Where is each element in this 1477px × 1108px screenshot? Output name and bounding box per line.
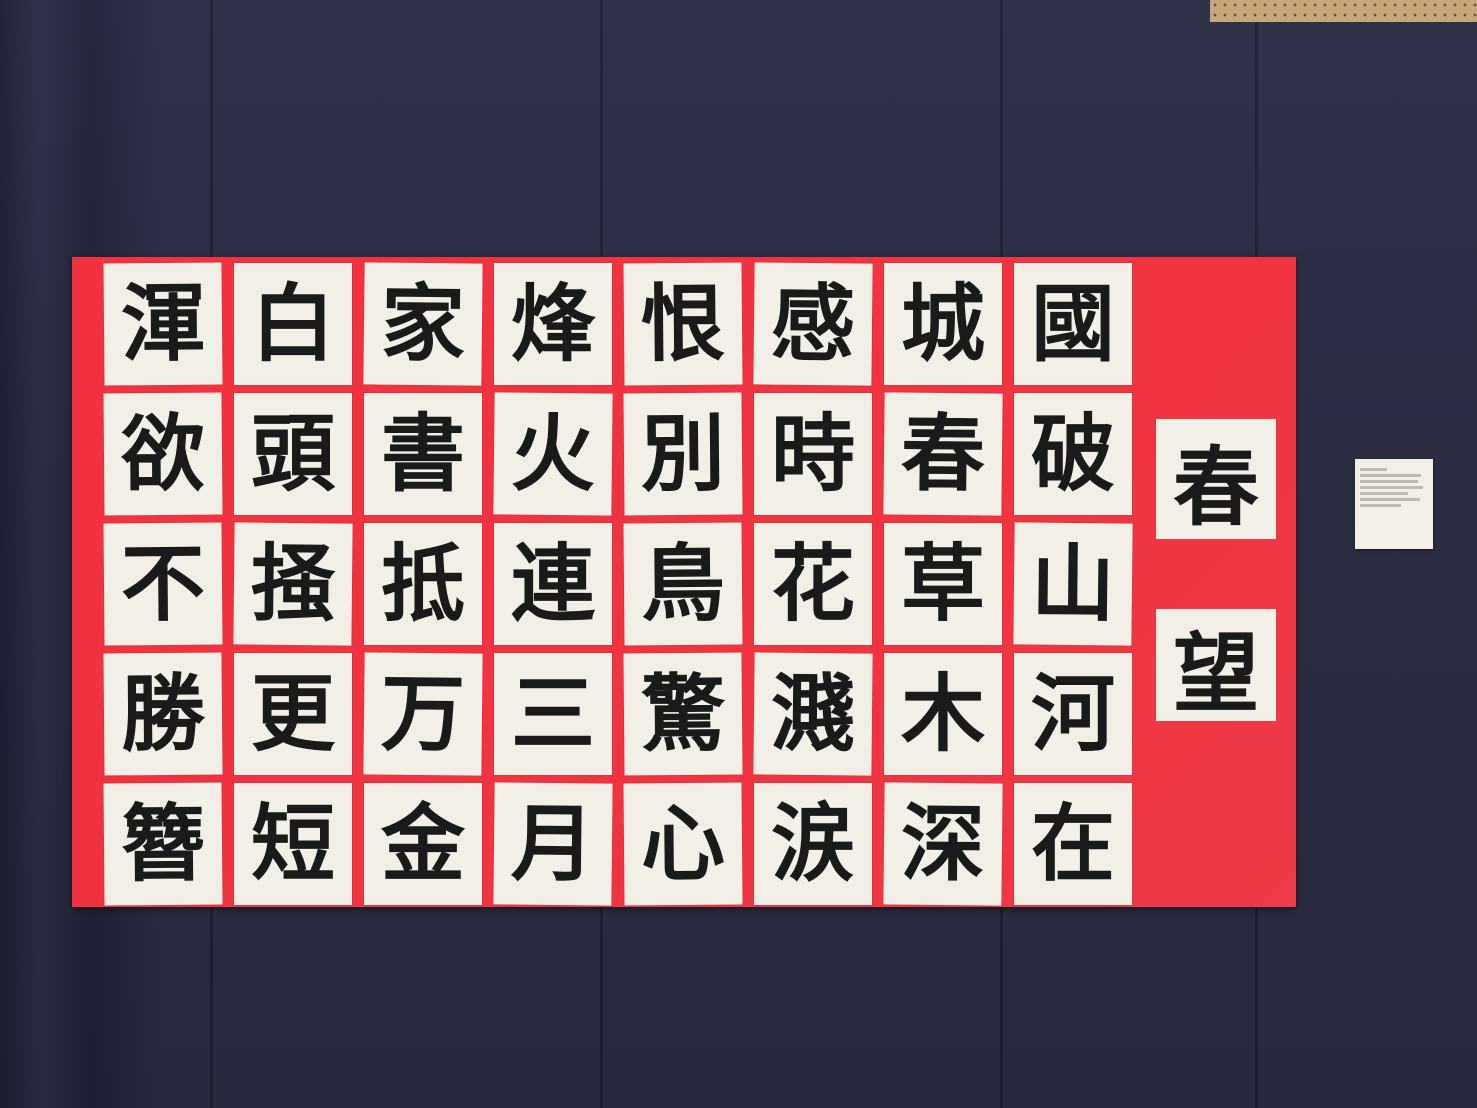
character-tile: 金 [364, 783, 482, 905]
character-tile: 時 [754, 393, 872, 515]
character-tile: 別 [623, 392, 743, 516]
character-tile: 花 [754, 523, 872, 645]
character-tile: 火 [493, 392, 613, 516]
character-tile: 草 [884, 523, 1002, 645]
character-tile: 勝 [103, 652, 223, 776]
character-tile: 烽 [494, 263, 612, 385]
label-text-line [1360, 486, 1423, 489]
character-tile: 城 [884, 263, 1002, 385]
character-tile: 短 [234, 783, 352, 905]
title-character-1: 春 [1156, 419, 1276, 539]
character-tile: 掻 [233, 522, 353, 646]
character-tile: 深 [883, 782, 1003, 906]
character-tile: 心 [623, 782, 743, 906]
character-tile: 春 [883, 392, 1003, 516]
character-tile: 濺 [753, 652, 873, 776]
character-tile: 鳥 [623, 522, 743, 646]
label-text-line [1360, 504, 1401, 507]
character-tile: 連 [494, 523, 612, 645]
label-text-line [1360, 480, 1418, 483]
character-tile: 抵 [364, 523, 482, 645]
character-tile: 山 [1013, 522, 1133, 646]
character-tile: 河 [1014, 653, 1132, 775]
character-tile: 在 [1014, 783, 1132, 905]
character-tile: 白 [234, 263, 352, 385]
character-tile: 書 [364, 393, 482, 515]
label-text-line [1360, 498, 1420, 501]
character-tile: 月 [493, 782, 613, 906]
label-text-line [1360, 492, 1408, 495]
title-character-2: 望 [1156, 609, 1276, 724]
exhibit-label-card [1355, 459, 1433, 549]
character-tile: 欲 [103, 392, 223, 516]
character-tile: 家 [363, 262, 483, 386]
label-text-line [1360, 468, 1388, 471]
character-tile: 簪 [103, 782, 223, 906]
character-tile: 破 [1014, 393, 1132, 515]
character-tile: 國 [1014, 263, 1132, 385]
character-tile: 更 [234, 653, 352, 775]
character-tile: 頭 [234, 393, 352, 515]
character-tile: 三 [494, 653, 612, 775]
character-tile: 驚 [623, 652, 743, 776]
character-tile: 恨 [623, 262, 743, 386]
poem-character-grid: 渾白家烽恨感城國欲頭書火別時春破不掻抵連鳥花草山勝更万三驚濺木河簪短金月心涙深在 [103, 262, 1133, 906]
character-tile: 木 [884, 653, 1002, 775]
character-tile: 不 [103, 522, 223, 646]
character-tile: 感 [753, 262, 873, 386]
label-text-line [1360, 474, 1422, 477]
calligraphy-display-board: 渾白家烽恨感城國欲頭書火別時春破不掻抵連鳥花草山勝更万三驚濺木河簪短金月心涙深在… [72, 257, 1296, 907]
character-tile: 涙 [754, 783, 872, 905]
pegboard-strip [1210, 0, 1477, 22]
character-tile: 万 [363, 652, 483, 776]
character-tile: 渾 [103, 262, 223, 386]
